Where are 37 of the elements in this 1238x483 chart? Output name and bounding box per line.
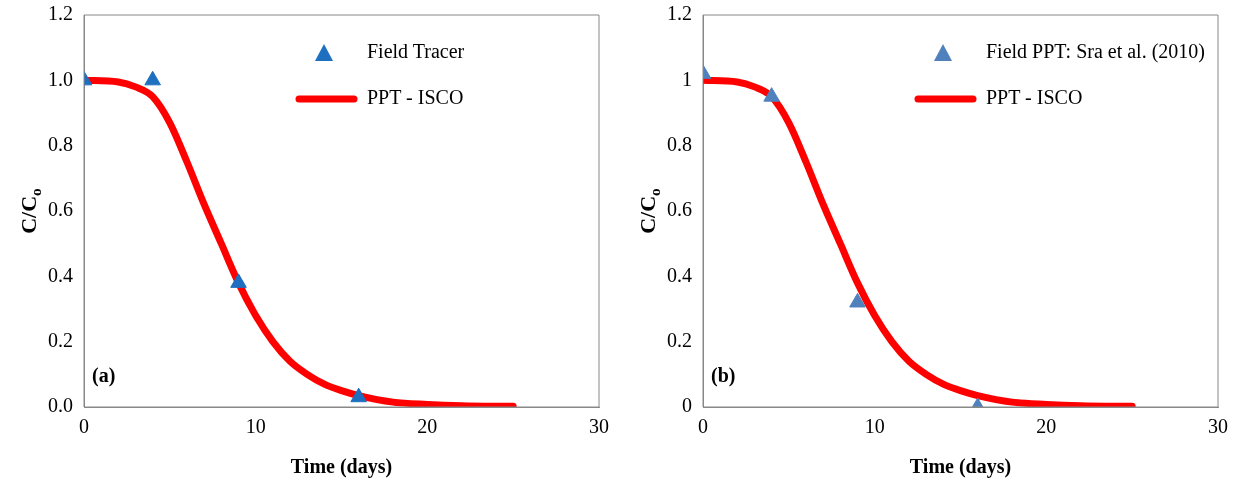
point — [763, 87, 780, 102]
x-tick-label: 10 — [245, 415, 266, 438]
y-tick-label: 1.2 — [667, 2, 692, 25]
x-axis-title: Time (days) — [290, 455, 393, 479]
y-tick-label: 1.0 — [48, 67, 73, 90]
y-tick-label: 0.2 — [667, 328, 692, 351]
x-tick-label: 0 — [698, 415, 708, 438]
point — [350, 387, 367, 403]
y-tick-label: 0.0 — [48, 394, 73, 417]
x-tick-label: 30 — [589, 415, 609, 438]
x-tick-label: 10 — [864, 415, 885, 438]
legend-label: Field Tracer — [367, 40, 465, 63]
y-tick-label: 0.6 — [48, 198, 73, 221]
y-tick-label: 0.4 — [667, 263, 692, 286]
y-axis-title: C/Co — [634, 187, 663, 234]
x-tick-label: 0 — [79, 415, 89, 438]
y-tick-label: 0.8 — [48, 132, 73, 155]
point — [144, 70, 161, 86]
y-tick-label: 1 — [682, 67, 692, 90]
y-tick-label: 1.2 — [48, 2, 73, 25]
legend-label: PPT - ISCO — [367, 86, 464, 109]
y-tick-label: 0.4 — [48, 263, 73, 286]
point — [230, 273, 247, 288]
legend-label: Field PPT: Sra et al. (2010) — [986, 40, 1205, 64]
legend-label: PPT - ISCO — [986, 86, 1083, 109]
annotation: (a) — [92, 364, 116, 388]
y-axis-title: C/Co — [15, 187, 44, 234]
y-tick-label: 0.2 — [48, 328, 73, 351]
y-tick-label: 0.8 — [667, 132, 692, 155]
annotation: (b) — [711, 364, 736, 388]
x-tick-label: 20 — [1036, 415, 1057, 438]
y-tick-label: 0.6 — [667, 198, 692, 221]
x-tick-label: 20 — [417, 415, 438, 438]
point — [849, 292, 866, 308]
x-axis-title: Time (days) — [909, 455, 1012, 479]
y-tick-label: 0 — [682, 394, 692, 417]
x-tick-label: 30 — [1208, 415, 1228, 438]
